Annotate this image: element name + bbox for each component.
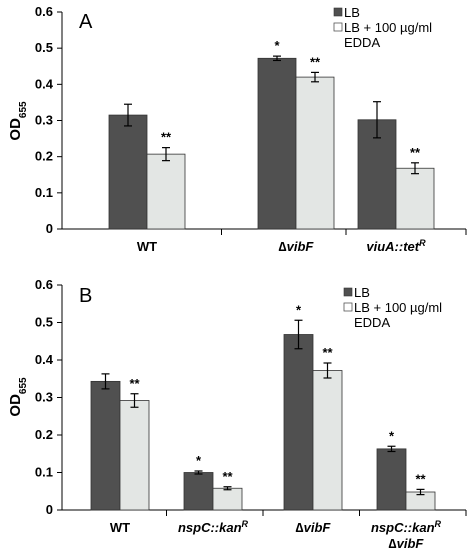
legend-label-edda-2: EDDA bbox=[344, 35, 380, 50]
bar-edda bbox=[395, 167, 435, 230]
bar-lb bbox=[283, 334, 314, 511]
significance-label: ** bbox=[310, 54, 321, 69]
bar-edda bbox=[295, 76, 335, 230]
y-tick-label: 0.1 bbox=[35, 185, 53, 200]
significance-label: ** bbox=[161, 130, 172, 145]
y-tick-label: 0.6 bbox=[35, 277, 53, 292]
significance-label: * bbox=[274, 38, 280, 53]
y-tick-label: 0.4 bbox=[35, 352, 54, 367]
y-tick-label: 0.3 bbox=[35, 390, 53, 405]
legend-swatch-lb bbox=[343, 287, 353, 297]
legend-label-edda: LB + 100 µg/ml bbox=[354, 300, 442, 315]
y-tick-label: 0.6 bbox=[35, 4, 53, 19]
bar-lb bbox=[90, 380, 121, 511]
bar-edda bbox=[212, 487, 243, 511]
significance-label: ** bbox=[222, 469, 233, 484]
y-tick-label: 0.3 bbox=[35, 113, 53, 128]
significance-label: * bbox=[389, 428, 395, 443]
x-tick-label: nspC::kanR bbox=[371, 519, 442, 535]
bar-edda bbox=[119, 400, 150, 511]
panel-letter: A bbox=[79, 11, 93, 33]
x-tick-label: WT bbox=[137, 239, 157, 254]
legend-swatch-edda bbox=[343, 302, 353, 312]
x-tick-label: ∆vibF bbox=[279, 239, 315, 254]
panel-letter: B bbox=[79, 285, 92, 307]
x-tick-label: ∆vibF bbox=[389, 536, 425, 551]
y-tick-label: 0.1 bbox=[35, 465, 53, 480]
x-tick-label: ∆vibF bbox=[296, 520, 332, 535]
bar-lb bbox=[257, 57, 297, 230]
legend-label-lb: LB bbox=[354, 285, 370, 300]
significance-label: * bbox=[296, 302, 302, 317]
y-tick-label: 0.4 bbox=[35, 76, 54, 91]
legend-swatch-lb bbox=[333, 7, 343, 17]
bar-edda bbox=[146, 153, 186, 230]
legend-label-lb: LB bbox=[344, 5, 360, 20]
bar-lb bbox=[108, 114, 148, 230]
y-tick-label: 0.2 bbox=[35, 427, 53, 442]
y-tick-label: 0.5 bbox=[35, 315, 53, 330]
x-tick-label: viuA::tetR bbox=[366, 238, 426, 254]
y-tick-label: 0.5 bbox=[35, 40, 53, 55]
y-axis-label: OD655 bbox=[7, 377, 29, 417]
bar-lb bbox=[183, 472, 214, 511]
significance-label: ** bbox=[129, 376, 140, 391]
significance-label: ** bbox=[410, 145, 421, 160]
y-axis-label: OD655 bbox=[7, 101, 29, 141]
legend-swatch-edda bbox=[333, 22, 343, 32]
legend-label-edda: LB + 100 µg/ml bbox=[344, 20, 432, 35]
bar-edda bbox=[312, 370, 343, 511]
y-tick-label: 0.2 bbox=[35, 149, 53, 164]
significance-label: ** bbox=[415, 471, 426, 486]
x-tick-label: nspC::kanR bbox=[178, 519, 249, 535]
y-tick-label: 0 bbox=[46, 221, 53, 236]
significance-label: * bbox=[196, 453, 202, 468]
y-tick-label: 0 bbox=[46, 502, 53, 517]
x-tick-label: WT bbox=[110, 520, 130, 535]
significance-label: ** bbox=[322, 345, 333, 360]
bar-lb bbox=[376, 448, 407, 511]
legend-label-edda-2: EDDA bbox=[354, 315, 390, 330]
